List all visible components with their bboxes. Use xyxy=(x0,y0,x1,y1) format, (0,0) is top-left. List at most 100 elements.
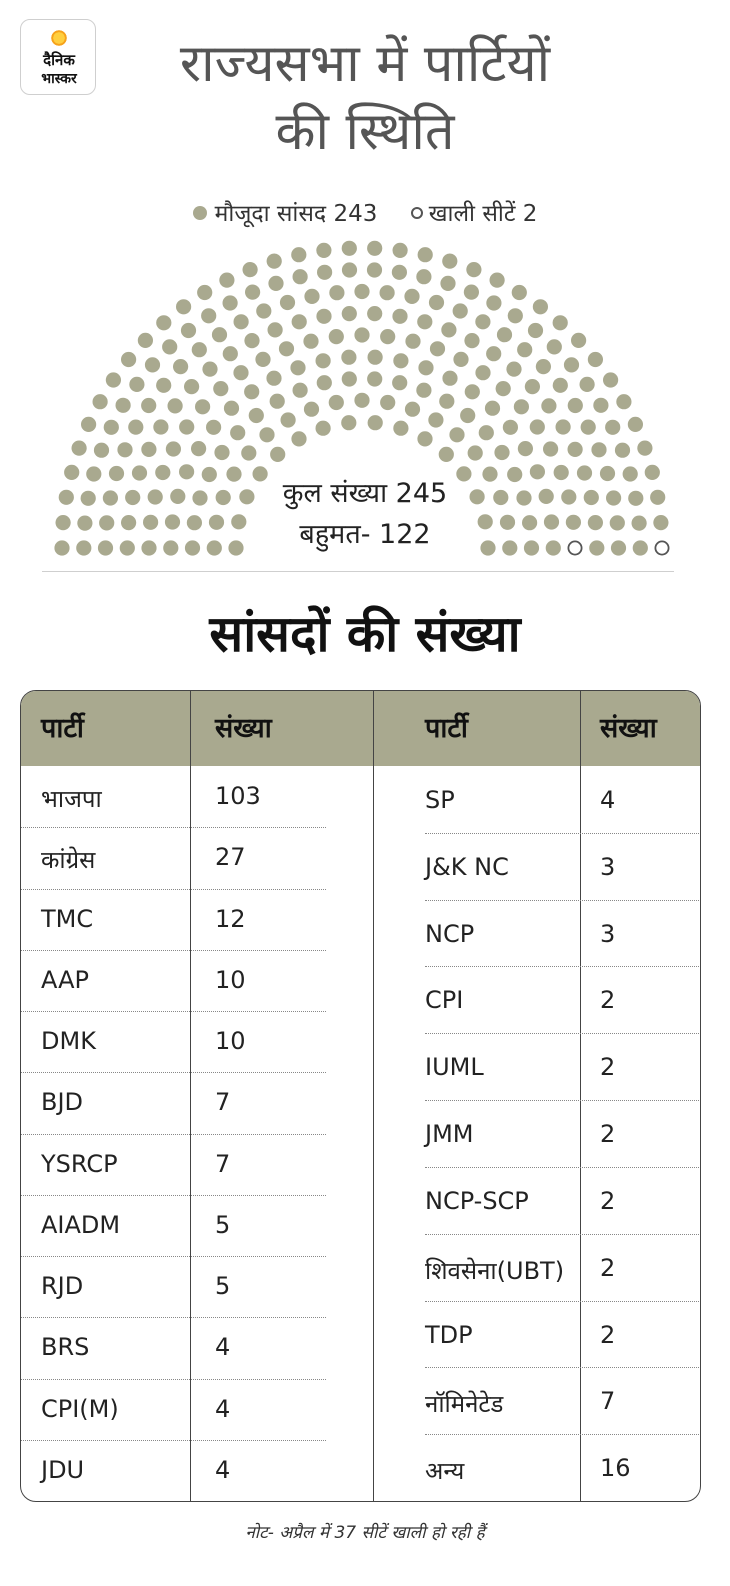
row-divider xyxy=(425,832,700,835)
filled-seat xyxy=(438,446,454,462)
vacant-seat xyxy=(567,540,583,556)
filled-seat xyxy=(230,425,246,441)
filled-seat xyxy=(367,240,383,256)
filled-seat xyxy=(622,466,638,482)
table-title: सांसदों की संख्या xyxy=(209,605,521,663)
row-divider xyxy=(21,1011,326,1013)
filled-seat xyxy=(167,398,183,414)
seat-count-cell: 10 xyxy=(215,1027,246,1055)
filled-seat xyxy=(115,397,131,413)
filled-seat xyxy=(453,351,469,367)
filled-seat xyxy=(328,329,344,345)
filled-seat xyxy=(233,314,249,330)
filled-seat xyxy=(644,464,660,480)
party-name-cell: कांग्रेस xyxy=(41,846,96,875)
filled-seat xyxy=(266,370,282,386)
party-name-cell: AAP xyxy=(41,965,89,994)
filled-seat xyxy=(259,427,275,443)
filled-seat xyxy=(270,446,286,462)
column-divider xyxy=(190,691,191,1501)
party-name-cell: AIADM xyxy=(41,1210,121,1239)
row-divider xyxy=(21,1439,326,1442)
filled-seat xyxy=(201,466,217,483)
filled-seat xyxy=(541,398,557,414)
filled-seat xyxy=(463,284,479,300)
party-name-cell: DMK xyxy=(41,1027,96,1055)
filled-seat xyxy=(610,540,627,556)
filled-seat xyxy=(442,253,458,269)
seat-count-cell: 2 xyxy=(600,1186,616,1215)
filled-seat xyxy=(392,242,408,258)
filled-seat xyxy=(191,441,207,457)
filled-seat xyxy=(341,306,357,322)
filled-seat xyxy=(466,262,482,278)
filled-seat xyxy=(571,332,587,348)
party-name-cell: BJD xyxy=(41,1088,84,1117)
party-name-cell: CPI(M) xyxy=(41,1394,119,1423)
filled-seat xyxy=(428,412,444,428)
filled-seat xyxy=(484,400,501,416)
filled-seat-marker xyxy=(192,205,207,220)
filled-seat xyxy=(156,377,172,393)
filled-seat xyxy=(226,466,242,482)
filled-seat xyxy=(316,375,332,391)
filled-seat xyxy=(567,397,583,414)
seat-count-cell: 5 xyxy=(215,1210,231,1239)
party-name-cell: अन्य xyxy=(425,1457,465,1486)
filled-seat xyxy=(163,540,179,556)
divider xyxy=(42,571,674,572)
filled-seat xyxy=(186,515,202,531)
party-name-cell: BRS xyxy=(41,1333,90,1362)
filled-seat xyxy=(222,346,238,362)
seat-count-cell: 2 xyxy=(600,1053,616,1082)
filled-seat xyxy=(315,353,331,369)
filled-seat xyxy=(464,384,480,400)
party-name-cell: JMM xyxy=(425,1120,474,1149)
filled-seat xyxy=(317,264,333,280)
seat-count-cell: 3 xyxy=(600,852,616,881)
filled-seat xyxy=(303,333,319,349)
filled-seat xyxy=(354,283,370,300)
seat-count-cell: 12 xyxy=(215,904,246,933)
party-name-cell: TMC xyxy=(41,904,94,933)
row-divider xyxy=(21,1194,326,1197)
filled-seat xyxy=(367,371,383,387)
row-divider xyxy=(21,827,326,829)
filled-seat xyxy=(589,540,605,556)
filled-seat xyxy=(546,339,562,355)
party-name-cell: SP xyxy=(425,786,455,814)
filled-seat xyxy=(367,349,383,365)
filled-seat xyxy=(404,401,421,417)
filled-seat xyxy=(442,370,458,386)
filled-seat xyxy=(81,416,97,432)
filled-seat xyxy=(255,351,271,367)
filled-seat xyxy=(206,419,222,435)
filled-seat xyxy=(486,295,502,311)
seat-count-cell: 4 xyxy=(215,1455,231,1484)
filled-seat xyxy=(108,465,125,482)
filled-seat xyxy=(475,365,491,381)
filled-seat xyxy=(228,540,244,556)
filled-seat xyxy=(417,247,433,263)
row-divider xyxy=(21,1072,326,1074)
filled-seat xyxy=(341,349,357,365)
filled-seat xyxy=(93,442,110,458)
filled-seat xyxy=(552,377,568,393)
row-divider xyxy=(21,1378,326,1381)
seat-count-cell: 2 xyxy=(600,986,616,1015)
filled-seat xyxy=(532,299,549,315)
filled-seat xyxy=(241,445,257,461)
filled-seat xyxy=(482,466,498,482)
filled-seat xyxy=(208,514,225,530)
filled-seat xyxy=(242,262,258,278)
filled-seat xyxy=(367,306,383,322)
filled-seat xyxy=(609,515,625,531)
filled-seat xyxy=(219,272,235,288)
filled-seat xyxy=(502,419,518,435)
filled-seat xyxy=(393,420,409,436)
filled-seat xyxy=(494,444,510,461)
filled-seat xyxy=(580,419,596,435)
seat-count-cell: 3 xyxy=(600,919,616,948)
filled-seat xyxy=(341,240,357,256)
majority-label: बहुमत- 122 xyxy=(299,519,431,550)
